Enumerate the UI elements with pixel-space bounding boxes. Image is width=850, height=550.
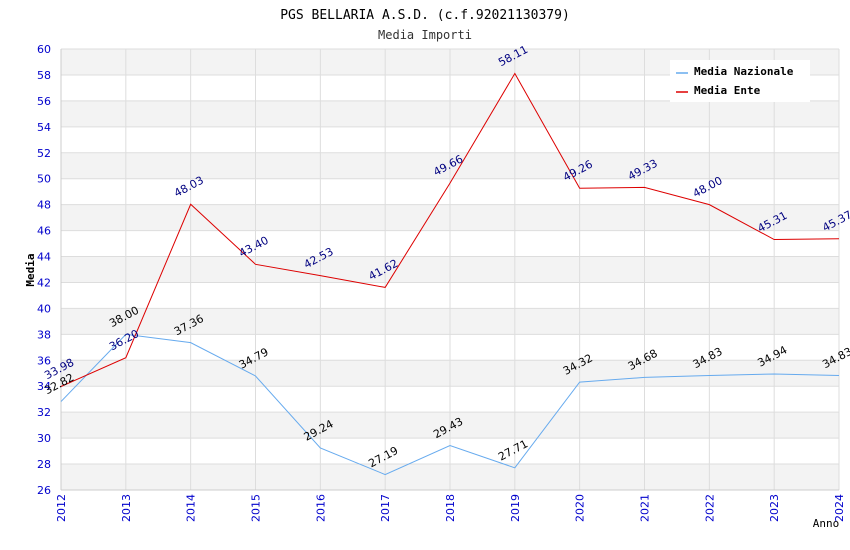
y-axis-ticks: 26 28 30 32 34 36 38 40 42 44 46 48 50 52 54 56 58 60 xyxy=(37,43,51,497)
y-tick-label: 44 xyxy=(37,251,51,264)
y-tick-label: 56 xyxy=(37,95,51,108)
x-tick-label: 2019 xyxy=(509,494,522,522)
y-tick-label: 38 xyxy=(37,328,51,341)
x-tick-label: 2016 xyxy=(314,494,327,522)
y-tick-label: 28 xyxy=(37,458,51,471)
legend: Media Nazionale Media Ente xyxy=(670,60,810,102)
chart-subtitle: Media Importi xyxy=(378,28,472,42)
x-tick-label: 2012 xyxy=(55,494,68,522)
x-axis-label: Anno xyxy=(813,517,840,530)
y-tick-label: 36 xyxy=(37,354,51,367)
y-tick-label: 32 xyxy=(37,406,51,419)
y-tick-label: 48 xyxy=(37,199,51,212)
x-tick-label: 2023 xyxy=(768,494,781,522)
legend-box xyxy=(670,60,810,102)
x-tick-label: 2018 xyxy=(444,494,457,522)
y-tick-label: 26 xyxy=(37,484,51,497)
data-label-ente: 43.40 xyxy=(237,234,271,260)
legend-label-ente: Media Ente xyxy=(694,84,761,97)
x-tick-label: 2021 xyxy=(639,494,652,522)
data-label-nazionale: 27.71 xyxy=(496,437,530,463)
y-tick-label: 54 xyxy=(37,121,51,134)
y-tick-label: 58 xyxy=(37,69,51,82)
x-axis-ticks: 2012 2013 2014 2015 2016 2017 2018 2019 2020 2021… xyxy=(55,494,846,522)
y-tick-label: 34 xyxy=(37,380,51,393)
y-tick-label: 52 xyxy=(37,147,51,160)
y-tick-label: 42 xyxy=(37,276,51,289)
x-tick-label: 2022 xyxy=(703,494,716,522)
series-line-ente xyxy=(60,72,840,387)
x-tick-label: 2017 xyxy=(379,494,392,522)
x-tick-label: 2013 xyxy=(120,494,133,522)
x-tick-label: 2014 xyxy=(185,494,198,522)
y-tick-label: 46 xyxy=(37,225,51,238)
x-tick-label: 2015 xyxy=(250,494,263,522)
y-tick-label: 60 xyxy=(37,43,51,56)
x-tick-label: 2024 xyxy=(833,494,846,522)
y-tick-label: 50 xyxy=(37,173,51,186)
y-tick-label: 40 xyxy=(37,302,51,315)
chart-title: PGS BELLARIA A.S.D. (c.f.92021130379) xyxy=(280,8,570,23)
x-tick-label: 2020 xyxy=(574,494,587,522)
y-axis-label: Media xyxy=(24,253,37,286)
series-group xyxy=(60,72,840,476)
series-line-nazionale xyxy=(60,333,840,476)
y-tick-label: 30 xyxy=(37,432,51,445)
legend-label-nazionale: Media Nazionale xyxy=(694,65,794,78)
